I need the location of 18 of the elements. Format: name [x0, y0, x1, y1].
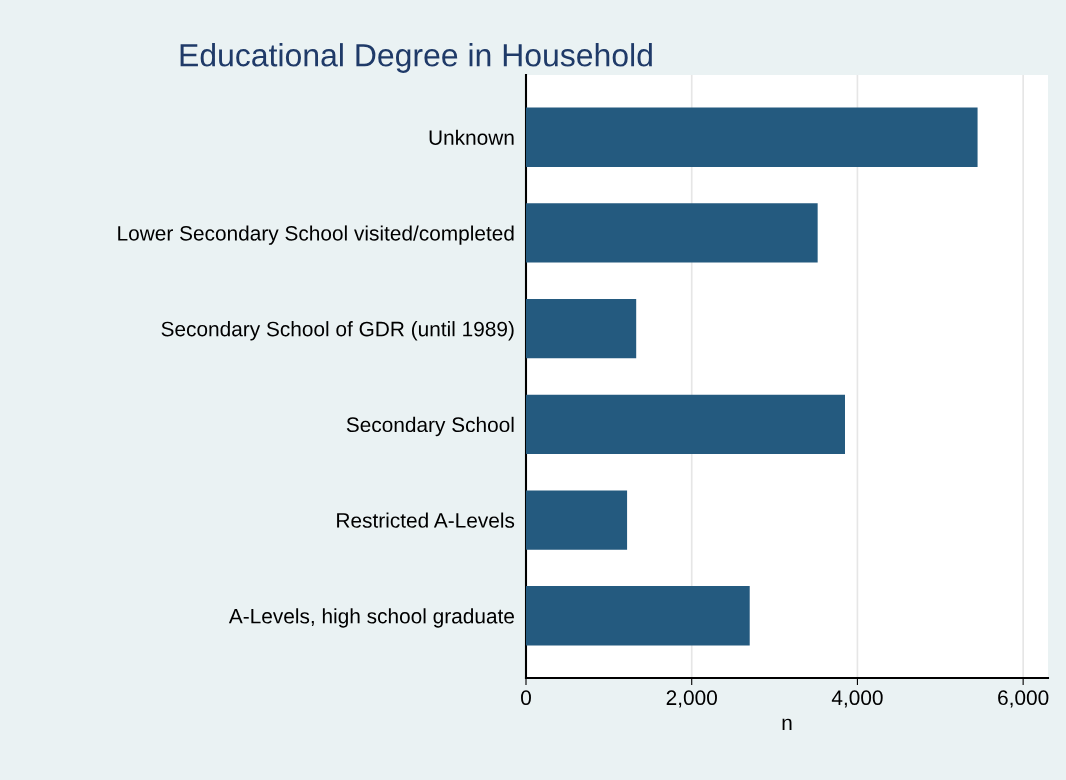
- y-tick-label: Secondary School of GDR (until 1989): [161, 321, 514, 341]
- y-tick-label: Secondary School: [346, 416, 514, 437]
- y-tick-label: Unknown: [429, 129, 514, 145]
- y-tick-label: A-Levels, high school graduate: [228, 608, 514, 628]
- bar: [526, 490, 628, 550]
- bar: [526, 298, 637, 359]
- bar: [526, 394, 845, 455]
- x-axis-title: n: [782, 718, 792, 730]
- bar: [526, 203, 818, 263]
- bar: [526, 107, 978, 167]
- x-tick-label: 4,000: [831, 690, 883, 708]
- bar: [526, 586, 750, 646]
- chart-title: Educational Degree in Household: [180, 43, 652, 73]
- x-tick-label: 0: [521, 690, 531, 706]
- x-tick-label: 6,000: [998, 690, 1049, 708]
- y-tick-label: Restricted A-Levels: [337, 512, 515, 528]
- x-tick-label: 2,000: [666, 690, 717, 708]
- y-tick-label: Lower Secondary School visited/completed: [118, 225, 514, 245]
